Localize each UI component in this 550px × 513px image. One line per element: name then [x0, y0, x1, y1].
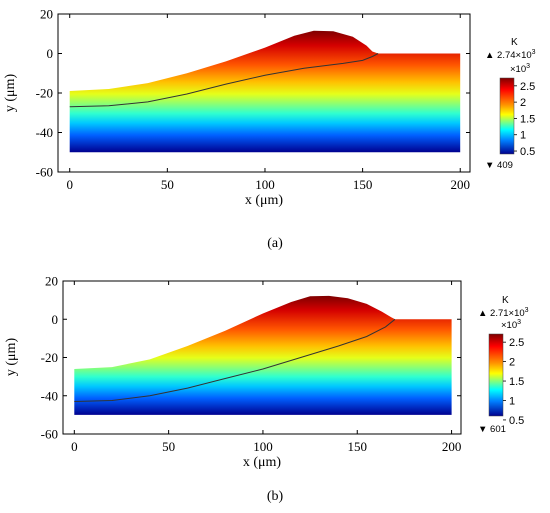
colorbar-tick-label: 1.5: [520, 113, 535, 125]
colorbar-tick-label: 1: [520, 130, 526, 142]
x-axis-label: x (μm): [243, 455, 282, 470]
panel-b: 0 50 100 150 200 200-20-40-60 x (μm) y (μm) …: [4, 274, 529, 505]
temperature-field: [74, 295, 452, 415]
colorbar-scale: ×103: [501, 319, 521, 331]
colorbar-tick-label: 2.5: [509, 337, 524, 349]
colorbar-max: ▲ 2.71×103: [478, 307, 529, 319]
x-axis-label: x (μm): [245, 193, 284, 208]
temperature-field: [69, 30, 461, 153]
melt-pool-boundary: [69, 53, 379, 108]
y-tick-label: -60: [36, 165, 53, 180]
y-axis-label: y (μm): [3, 74, 18, 113]
y-tick-label: -40: [41, 388, 58, 403]
x-tick-label: 200: [442, 439, 462, 454]
colorbar-min: ▼ 409: [485, 160, 513, 171]
y-tick-label: 20: [40, 7, 53, 22]
x-axis-ticks: 0 50 100 150 200: [71, 281, 461, 454]
x-tick-label: 0: [66, 177, 73, 192]
x-tick-label: 50: [161, 177, 174, 192]
colorbar-scale: ×103: [510, 63, 530, 75]
colorbar-tick-label: 2.5: [520, 81, 535, 93]
panel-a: 0 50 100 150 200 200-20-40-60 x (μm) y (μm) …: [3, 7, 536, 252]
panel-caption: (b): [267, 489, 284, 504]
colorbar-max: ▲ 2.74×103: [485, 49, 536, 61]
x-tick-label: 200: [450, 177, 470, 192]
colorbar-tick-label: 1: [509, 395, 515, 407]
colorbar-min: ▼ 601: [478, 424, 506, 435]
y-tick-label: 20: [45, 274, 58, 289]
y-axis-label: y (μm): [4, 338, 19, 377]
colorbar-tick-label: 2: [520, 97, 526, 109]
y-tick-label: -20: [36, 86, 53, 101]
colorbar-unit: K: [511, 37, 518, 48]
x-tick-label: 50: [162, 439, 175, 454]
colorbar-tick-label: 0.5: [520, 146, 535, 158]
colorbar-gradient: [488, 333, 504, 417]
y-tick-label: 0: [52, 312, 59, 327]
colorbar-tick-label: 0.5: [509, 415, 524, 427]
colorbar-unit: K: [502, 295, 509, 306]
colorbar-ticks: 2.5 2 1.5 1 0.5: [503, 337, 524, 427]
y-axis-ticks: 20 0 -20 -40 -60: [36, 7, 470, 180]
colorbar: K ▲ 2.71×103 ×103 2.5 2 1.5 1 0.5 ▼ 601: [478, 295, 529, 435]
colorbar: K ▲ 2.74×103 ×103 2.5 2 1.5 1 0.5 ▼ 409: [485, 37, 536, 171]
x-tick-label: 100: [255, 177, 275, 192]
colorbar-gradient: [499, 77, 515, 155]
colorbar-tick-label: 2: [509, 357, 515, 369]
y-tick-label: 0: [47, 46, 54, 61]
x-tick-label: 150: [348, 439, 368, 454]
y-axis-ticks: 20 0 -20 -40 -60: [41, 274, 461, 442]
x-tick-label: 0: [71, 439, 78, 454]
colorbar-tick-label: 1.5: [509, 376, 524, 388]
y-tick-label: -40: [36, 125, 53, 140]
y-tick-label: -20: [41, 350, 58, 365]
panel-caption: (a): [267, 236, 283, 251]
colorbar-ticks: 2.5 2 1.5 1 0.5: [514, 81, 535, 158]
x-axis-ticks: 0 50 100 150 200: [66, 14, 470, 192]
melt-pool-boundary: [74, 318, 396, 402]
x-tick-label: 100: [253, 439, 273, 454]
y-tick-label: -60: [41, 427, 58, 442]
x-tick-label: 150: [353, 177, 373, 192]
